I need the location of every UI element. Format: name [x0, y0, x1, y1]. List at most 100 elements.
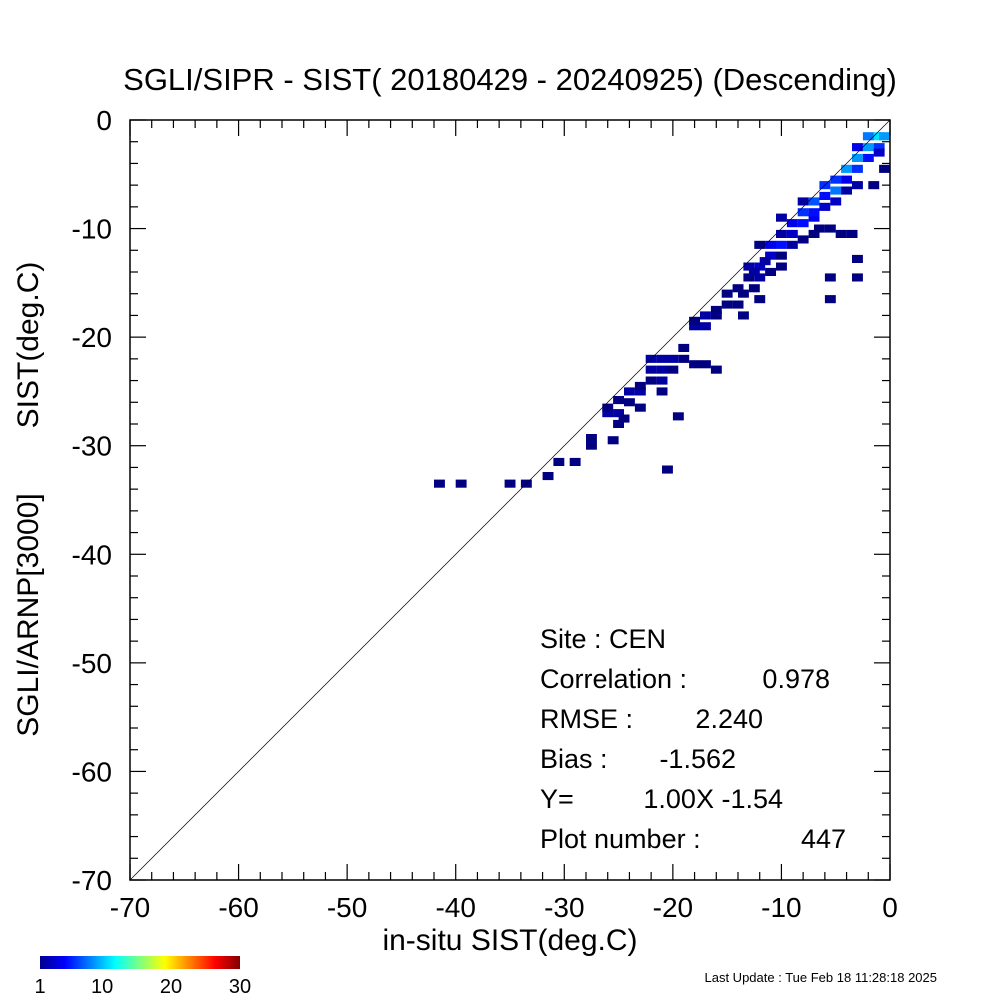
density-cell	[862, 132, 874, 141]
density-cell	[613, 409, 624, 418]
plot-frame	[129, 119, 891, 881]
stat-plot-number-label: Plot number :	[540, 824, 701, 854]
density-cell	[786, 219, 798, 228]
density-cell	[835, 229, 847, 238]
stat-rmse-value: 2.240	[695, 704, 763, 734]
density-cell	[700, 322, 711, 331]
x-axis-title: in-situ SIST(deg.C)	[382, 924, 637, 957]
density-cell	[879, 164, 890, 173]
density-cell	[846, 229, 858, 238]
density-cell	[797, 235, 809, 244]
x-tick-label: -70	[110, 892, 150, 923]
density-cell	[672, 412, 684, 421]
density-cell	[662, 465, 673, 474]
density-cell	[852, 143, 863, 152]
density-cell	[754, 240, 766, 249]
density-cell	[678, 343, 690, 352]
density-cell	[879, 132, 890, 141]
density-cell	[808, 208, 820, 217]
x-tick-label: 0	[882, 892, 898, 923]
density-cell	[656, 376, 668, 385]
density-cell	[602, 403, 614, 412]
density-cell	[434, 479, 445, 488]
density-cell	[776, 240, 787, 249]
y-tick-label: -70	[72, 865, 112, 896]
density-cell	[824, 295, 836, 304]
density-cell	[586, 441, 597, 450]
stat-bias-value: -1.562	[659, 744, 736, 774]
x-tick-label: -50	[327, 892, 367, 923]
x-tick-labels: -70 -60 -50 -40 -30 -20 -10 0	[110, 892, 898, 923]
density-cell	[786, 229, 798, 238]
density-cell	[786, 240, 798, 249]
stat-plot-number-value: 447	[801, 824, 846, 854]
density-cell	[841, 186, 852, 195]
stat-site: Site : CEN	[540, 624, 666, 654]
stat-correlation-value: 0.978	[762, 664, 830, 694]
density-cell	[710, 305, 722, 314]
density-cell	[830, 197, 842, 206]
density-cell	[852, 153, 863, 162]
density-cell	[748, 284, 760, 293]
stat-fit-value: 1.00X -1.54	[643, 784, 783, 814]
chart-title: SGLI/SIPR - SIST( 20180429 - 20240925) (…	[123, 62, 897, 97]
y-tick-label: -20	[72, 322, 112, 353]
last-update: Last Update : Tue Feb 18 11:28:18 2025	[705, 970, 938, 985]
density-cell	[873, 148, 885, 157]
density-cell	[765, 251, 776, 260]
density-cell	[732, 284, 744, 293]
density-cell	[689, 322, 700, 331]
density-cell	[754, 273, 766, 282]
density-cell	[808, 213, 820, 222]
density-cell	[700, 311, 711, 320]
colorbar-tick-label: 1	[34, 976, 45, 998]
density-cell	[776, 213, 787, 222]
stats-box: Site : CEN Correlation : 0.978 RMSE : 2.…	[540, 624, 846, 854]
density-cell	[634, 403, 646, 412]
density-cell	[852, 254, 863, 263]
density-cell	[667, 365, 679, 374]
x-tick-label: -40	[435, 892, 475, 923]
colorbar-tick-labels: 1 10 20 30	[34, 976, 251, 998]
density-cell	[700, 360, 711, 369]
density-cell	[732, 300, 744, 309]
density-cell	[852, 164, 863, 173]
density-cell	[656, 354, 668, 363]
density-cell	[721, 289, 733, 298]
density-cell	[841, 175, 852, 184]
density-cell	[710, 365, 722, 374]
density-cell	[542, 472, 554, 481]
stat-fit-label: Y=	[540, 784, 574, 814]
density-cell	[862, 143, 874, 152]
axis-ticks	[129, 119, 891, 881]
x-tick-label: -30	[544, 892, 584, 923]
density-cell	[689, 360, 700, 369]
density-cell	[613, 419, 624, 428]
y-tick-label: -50	[72, 648, 112, 679]
density-cell	[797, 219, 809, 228]
colorbar-tick-label: 10	[91, 976, 113, 998]
density-cell	[824, 224, 836, 233]
density-cell	[824, 273, 836, 282]
density-cell	[656, 387, 668, 396]
density-cell	[765, 267, 776, 276]
y-tick-label: 0	[96, 105, 112, 136]
y-tick-label: -30	[72, 431, 112, 462]
density-cell	[754, 295, 766, 304]
y-tick-label: -40	[72, 539, 112, 570]
density-cell	[776, 251, 787, 260]
density-cell	[808, 229, 820, 238]
density-cell	[873, 143, 885, 152]
density-cell	[852, 181, 863, 190]
density-cell	[743, 273, 755, 282]
density-cell	[765, 240, 776, 249]
y-axis-title-line2: SIST(deg.C)	[12, 262, 45, 429]
density-cell	[645, 365, 657, 374]
x-tick-label: -60	[218, 892, 258, 923]
stat-rmse-label: RMSE :	[540, 704, 633, 734]
density-cell	[721, 300, 733, 309]
density-cell	[748, 267, 760, 276]
y-tick-label: -10	[72, 214, 112, 245]
density-cell	[797, 208, 809, 217]
y-tick-labels: 0 -10 -20 -30 -40 -50 -60 -70	[72, 105, 112, 896]
